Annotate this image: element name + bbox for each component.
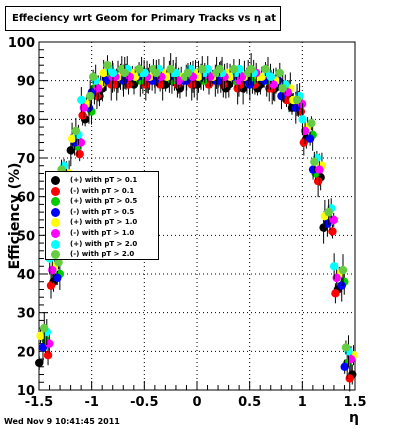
data-point [120, 68, 129, 78]
data-point [77, 95, 86, 105]
x-tick-label: -1 [84, 395, 98, 410]
legend-marker [51, 239, 60, 249]
legend-item: (-) with pT > 0.1 [46, 186, 158, 197]
data-point [152, 68, 161, 78]
data-point [308, 165, 318, 174]
data-point [298, 115, 307, 124]
data-point [88, 72, 98, 82]
x-tick-label: 1.5 [343, 395, 366, 410]
y-tick-label: 100 [8, 36, 35, 51]
data-point [277, 91, 286, 101]
data-point [99, 68, 108, 78]
data-point [266, 72, 276, 82]
legend-label: (-) with pT > 1.0 [70, 229, 135, 237]
data-point [103, 60, 112, 70]
legend-marker [51, 229, 60, 238]
x-axis-label: η [349, 410, 359, 426]
legend-label: (+) with pT > 1.0 [70, 218, 138, 227]
data-point [46, 281, 56, 290]
legend-item: (+) with pT > 1.0 [46, 217, 158, 228]
legend-item: (-) with pT > 1.0 [46, 228, 158, 239]
data-point [183, 68, 193, 78]
data-point [54, 258, 63, 267]
legend-item: (-) with pT > 0.5 [46, 207, 158, 218]
y-tick-label: 60 [17, 191, 35, 206]
y-tick-label: 40 [17, 268, 35, 283]
data-point [36, 331, 45, 341]
data-point [198, 64, 207, 74]
chart-title: Effeciency wrt Geom for Primary Tracks v… [5, 6, 281, 31]
data-point [40, 323, 49, 333]
data-point [337, 281, 346, 290]
data-point [78, 111, 87, 120]
legend-label: (-) with pT > 0.5 [70, 207, 135, 216]
data-point [66, 146, 76, 155]
legend-label: (-) with pT > 2.0 [70, 250, 135, 259]
data-point [38, 343, 48, 352]
data-point [134, 64, 144, 74]
x-tick-label: -0.5 [130, 395, 158, 410]
data-point [338, 265, 348, 275]
data-point [43, 351, 53, 360]
data-point [307, 119, 316, 128]
y-axis-label: Efficiency (%) [7, 163, 23, 270]
timestamp-footer: Wed Nov 9 10:41:45 2011 [4, 417, 120, 426]
chart-axis-ticks: -1.5 -1 -0.5 0 0.5 1 1.5 10 20 30 40 50 60 70 80 90 100 [8, 36, 367, 410]
data-point [341, 343, 351, 352]
data-point [331, 289, 340, 298]
chart-data-points [35, 53, 358, 392]
data-point [292, 95, 302, 105]
legend-item: (+) with pT > 2.0 [46, 239, 158, 250]
data-point [67, 134, 77, 143]
data-point [215, 64, 224, 74]
y-tick-label: 50 [17, 229, 35, 244]
data-point [35, 358, 44, 368]
data-point [329, 262, 339, 271]
data-point [108, 68, 118, 78]
data-point [71, 126, 81, 136]
x-tick-label: 0.5 [238, 395, 261, 410]
data-point [261, 64, 270, 74]
legend-item: (+) with pT > 0.1 [46, 175, 158, 186]
legend-marker [51, 250, 60, 260]
legend-marker [51, 186, 60, 196]
x-tick-label: 1 [298, 395, 307, 410]
y-tick-label: 20 [17, 345, 35, 360]
data-point [85, 91, 95, 101]
legend-marker [51, 218, 60, 228]
y-tick-label: 70 [17, 152, 35, 167]
data-point [275, 68, 284, 78]
data-point [246, 64, 256, 74]
chart-legend: (+) with pT > 0.1 (-) with pT > 0.1 (+) wi… [45, 171, 159, 260]
x-tick-label: -1.5 [25, 395, 53, 410]
y-tick-label: 90 [17, 75, 35, 90]
legend-item: (-) with pT > 2.0 [46, 249, 158, 260]
data-point [166, 64, 175, 74]
data-point [110, 80, 119, 89]
data-point [315, 165, 324, 174]
data-point [245, 80, 255, 89]
data-point [324, 207, 333, 217]
legend-label: (+) with pT > 0.1 [70, 176, 138, 184]
x-tick-label: 0 [192, 395, 201, 410]
series-8 [40, 53, 351, 355]
legend-label: (+) with pT > 0.5 [70, 197, 138, 206]
legend-item: (+) with pT > 0.5 [46, 196, 158, 207]
data-point [229, 64, 239, 74]
data-point [278, 84, 287, 93]
legend-label: (-) with pT > 0.1 [70, 186, 135, 195]
legend-marker [51, 207, 60, 217]
y-tick-label: 10 [17, 384, 35, 399]
y-tick-label: 30 [17, 307, 35, 322]
data-point [299, 138, 309, 147]
y-tick-label: 80 [17, 113, 35, 128]
data-point [340, 362, 349, 371]
legend-label: (+) with pT > 2.0 [70, 239, 138, 248]
data-point [310, 157, 319, 167]
legend-marker [51, 176, 60, 185]
legend-marker [51, 197, 60, 207]
